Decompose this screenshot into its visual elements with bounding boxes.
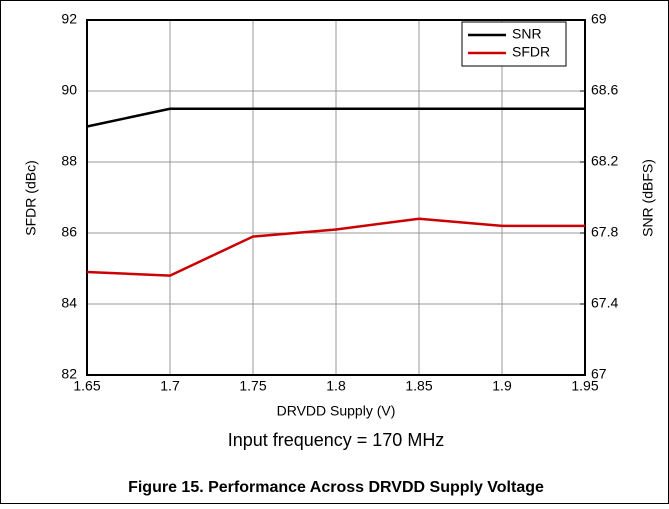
x-tick-label: 1.8	[326, 378, 346, 394]
y2-axis-label: SNR (dBFS)	[640, 159, 656, 237]
y-tick-label: 84	[61, 295, 77, 311]
series-line	[86, 217, 585, 277]
y-axis-label: SFDR (dBc)	[23, 160, 39, 235]
y-tick-label: 86	[61, 224, 77, 240]
legend-box	[461, 21, 567, 67]
x-axis-label: DRVDD Supply (V)	[277, 403, 396, 419]
legend-label: SNR	[512, 26, 542, 42]
legend-label: SFDR	[512, 44, 550, 60]
y-tick-label: 88	[61, 153, 77, 169]
y2-tick-label: 68.6	[591, 82, 618, 98]
x-tick-label: 1.75	[239, 378, 266, 394]
plot-border	[86, 19, 586, 376]
x-tick-label: 1.7	[160, 378, 180, 394]
y2-tick-label: 67.8	[591, 224, 618, 240]
series-line	[86, 107, 585, 128]
annotation: Input frequency = 170 MHz	[228, 430, 445, 450]
y-tick-label: 92	[61, 11, 77, 27]
x-tick-label: 1.65	[73, 378, 100, 394]
y-tick-label: 90	[61, 82, 77, 98]
y2-tick-label: 68.2	[591, 153, 618, 169]
x-tick-label: 1.85	[405, 378, 432, 394]
y2-tick-label: 67	[591, 366, 607, 382]
caption: Figure 15. Performance Across DRVDD Supp…	[128, 479, 544, 496]
y2-tick-label: 67.4	[591, 295, 618, 311]
x-tick-label: 1.95	[571, 378, 598, 394]
y-tick-label: 82	[61, 366, 77, 382]
y2-tick-label: 69	[591, 11, 607, 27]
x-tick-label: 1.9	[492, 378, 512, 394]
